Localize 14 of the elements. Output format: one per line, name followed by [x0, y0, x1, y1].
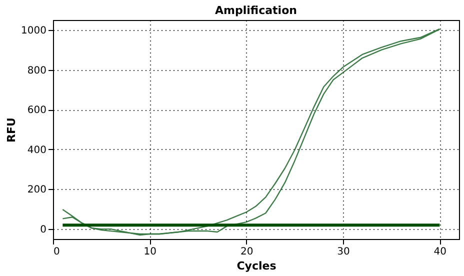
x-tick-label: 0 — [54, 246, 60, 258]
y-tick-label: 1000 — [21, 25, 46, 36]
x-tick-label: 40 — [434, 246, 447, 258]
y-tick-label: 800 — [27, 65, 46, 76]
y-tick-label: 600 — [27, 105, 46, 116]
x-tick-label: 30 — [337, 246, 350, 258]
y-tick-label: 200 — [27, 184, 46, 196]
y-axis-title: RFU — [5, 118, 18, 142]
x-tick-label: 20 — [240, 246, 254, 258]
x-axis-title: Cycles — [236, 260, 277, 272]
y-tick-label: 0 — [40, 224, 46, 236]
y-tick-label: 400 — [27, 144, 46, 156]
chart-title: Amplification — [215, 4, 297, 17]
x-tick-label: 10 — [144, 246, 157, 258]
